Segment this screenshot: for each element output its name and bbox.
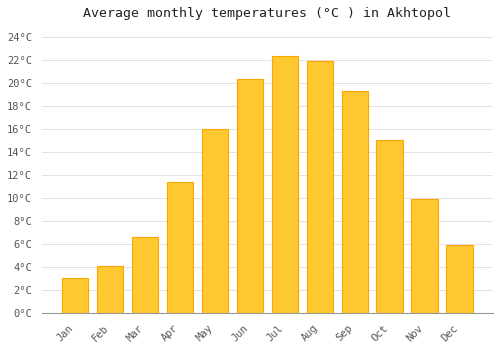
Bar	[342, 91, 368, 313]
Bar	[446, 245, 472, 313]
Bar	[306, 61, 333, 313]
Bar	[376, 140, 402, 313]
Bar	[97, 266, 124, 313]
Bar	[272, 56, 298, 313]
Title: Average monthly temperatures (°C ) in Akhtopol: Average monthly temperatures (°C ) in Ak…	[84, 7, 452, 20]
Bar	[237, 79, 263, 313]
Bar	[62, 279, 88, 313]
Bar	[202, 129, 228, 313]
Bar	[412, 199, 438, 313]
Bar	[167, 182, 193, 313]
Bar	[132, 237, 158, 313]
